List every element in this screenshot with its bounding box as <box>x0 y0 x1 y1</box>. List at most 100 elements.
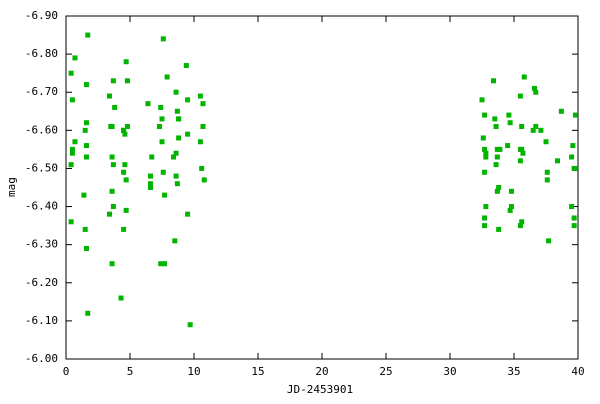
x-tick-label: 0 <box>63 365 70 378</box>
point <box>81 192 87 198</box>
point <box>149 154 155 160</box>
y-axis-label: mag <box>5 177 18 197</box>
point <box>201 177 207 183</box>
point <box>109 188 115 194</box>
point <box>572 165 578 171</box>
point <box>173 150 179 156</box>
point <box>544 177 550 183</box>
point <box>171 154 177 160</box>
point <box>118 295 124 301</box>
x-tick-label: 10 <box>187 365 200 378</box>
point <box>112 104 118 110</box>
point <box>124 124 130 130</box>
point <box>145 101 151 107</box>
point <box>72 55 78 61</box>
point <box>83 245 89 251</box>
point <box>162 261 168 267</box>
point <box>173 89 179 95</box>
point <box>517 93 523 99</box>
point <box>496 226 502 232</box>
point <box>185 97 191 103</box>
point <box>491 78 497 84</box>
point <box>123 59 129 65</box>
x-tick-label: 5 <box>127 365 134 378</box>
point <box>72 139 78 145</box>
point <box>570 143 576 149</box>
point <box>69 97 75 103</box>
point <box>121 169 127 175</box>
point <box>164 74 170 80</box>
point <box>571 223 577 229</box>
x-tick-label: 20 <box>315 365 328 378</box>
point <box>83 154 89 160</box>
point <box>185 131 191 137</box>
point <box>494 188 500 194</box>
point <box>569 154 575 160</box>
point <box>160 36 166 42</box>
x-axis-label: JD-2453901 <box>287 383 353 396</box>
point <box>482 112 488 118</box>
point <box>533 89 539 95</box>
point <box>482 223 488 229</box>
point <box>544 169 550 175</box>
point <box>483 154 489 160</box>
point <box>538 127 544 133</box>
point <box>519 219 525 225</box>
point <box>493 124 499 130</box>
x-tick-label: 25 <box>379 365 392 378</box>
point <box>521 74 527 80</box>
point <box>83 82 89 88</box>
point <box>507 120 513 126</box>
x-tick-label: 40 <box>571 365 584 378</box>
point <box>571 215 577 221</box>
point <box>187 322 193 328</box>
point <box>200 101 206 107</box>
point <box>508 204 514 210</box>
point <box>572 112 578 118</box>
y-tick-label: -6.30 <box>25 238 58 251</box>
point <box>83 120 89 126</box>
y-tick-label: -6.80 <box>25 47 58 60</box>
point <box>147 181 153 187</box>
point <box>174 108 180 114</box>
point <box>107 211 113 217</box>
point <box>124 78 130 84</box>
point <box>122 162 128 168</box>
point <box>68 70 74 76</box>
point <box>482 146 488 152</box>
point <box>83 143 89 149</box>
point <box>530 127 536 133</box>
point <box>493 162 499 168</box>
point <box>508 188 514 194</box>
plot-frame <box>65 15 579 360</box>
y-tick-label: -6.00 <box>25 352 58 365</box>
point <box>110 78 116 84</box>
point <box>110 204 116 210</box>
point <box>123 207 129 213</box>
point <box>156 124 162 130</box>
point <box>68 162 74 168</box>
point <box>109 154 115 160</box>
point <box>483 204 489 210</box>
point <box>162 192 168 198</box>
point <box>82 127 88 133</box>
point <box>172 238 178 244</box>
point <box>183 63 189 69</box>
point <box>197 93 203 99</box>
y-tick-label: -6.90 <box>25 9 58 22</box>
point <box>482 215 488 221</box>
y-tick-label: -6.60 <box>25 123 58 136</box>
point <box>199 165 205 171</box>
point <box>85 310 91 316</box>
point <box>121 226 127 232</box>
point <box>159 139 165 145</box>
x-tick-label: 15 <box>251 365 264 378</box>
point <box>531 85 537 91</box>
point <box>200 124 206 130</box>
point <box>85 32 91 38</box>
point <box>492 116 498 122</box>
point <box>197 139 203 145</box>
point <box>506 112 512 118</box>
point <box>546 238 552 244</box>
